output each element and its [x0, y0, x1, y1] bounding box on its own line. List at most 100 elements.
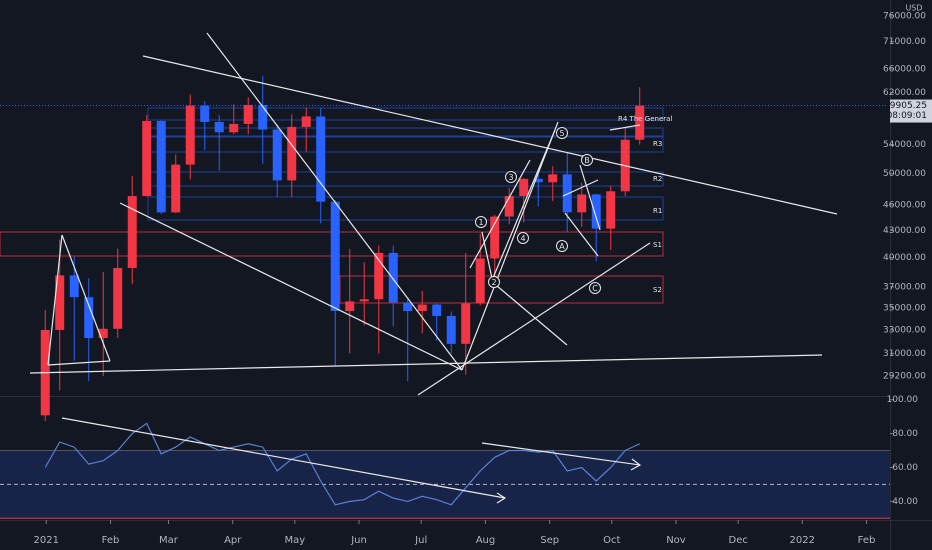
- x-tick-label: May: [284, 535, 305, 546]
- zone-label: R1: [653, 207, 662, 215]
- y-tick-label: 50000.00: [883, 169, 926, 179]
- x-tick-label: Feb: [102, 535, 120, 546]
- y-tick-label: 37000.00: [883, 282, 926, 292]
- candle-body: [475, 258, 485, 304]
- trendline: [469, 159, 531, 269]
- candle-body: [548, 174, 558, 183]
- trendline: [579, 164, 601, 231]
- y-tick-label: 31000.00: [883, 349, 926, 359]
- x-tick-label: Dec: [729, 535, 748, 546]
- candle-body: [432, 304, 442, 316]
- x-tick-label: Mar: [159, 535, 179, 546]
- wave-circle: [589, 282, 601, 294]
- wave-circle: [556, 240, 568, 252]
- wave-label: 1: [478, 218, 483, 227]
- wave-circle: [556, 127, 568, 139]
- candle-body: [98, 328, 108, 338]
- candle-body: [127, 196, 137, 269]
- y-tick-label: 71000.00: [883, 37, 926, 47]
- candle-body: [258, 104, 268, 130]
- arrow-head: [630, 458, 642, 471]
- wave-circle: [488, 276, 500, 288]
- candle-body: [301, 116, 311, 127]
- candle-body: [577, 194, 587, 213]
- candle-body: [403, 302, 413, 312]
- zone-label: R4 The General: [618, 115, 672, 123]
- candle-body: [635, 105, 645, 140]
- x-tick-label: Sep: [540, 535, 559, 546]
- trendline: [489, 129, 556, 286]
- candle-body: [229, 123, 239, 133]
- candle-body: [243, 104, 253, 124]
- zone: [339, 275, 664, 304]
- wave-circle: [505, 171, 517, 183]
- countdown: 08:09:01: [887, 111, 927, 121]
- candle-body: [156, 120, 166, 213]
- y-tick-label: 29200.00: [883, 371, 926, 381]
- y-tick-label: 54000.00: [883, 140, 926, 150]
- y-tick-label: 46000.00: [883, 200, 926, 210]
- x-tick-label: Apr: [224, 535, 242, 546]
- zone-label: R2: [653, 175, 662, 183]
- trendline: [461, 121, 559, 371]
- x-tick-label: 2022: [790, 535, 815, 546]
- trendline: [489, 279, 568, 346]
- trendline: [61, 234, 111, 362]
- wave-label: 4: [520, 234, 525, 243]
- candle-body: [388, 252, 398, 303]
- rsi-y-tick-label: 40.00: [892, 497, 918, 507]
- wave-label: 3: [508, 173, 513, 182]
- y-tick-label: 33000.00: [883, 325, 926, 335]
- rsi-line: [44, 422, 640, 506]
- x-tick-label: Nov: [666, 535, 686, 546]
- candle-body: [359, 299, 369, 302]
- zone: [147, 107, 664, 121]
- trendline: [206, 32, 463, 371]
- candle-body: [591, 194, 601, 229]
- trendline: [61, 417, 506, 499]
- wave-circle: [475, 216, 487, 228]
- rsi-y-tick-label: 100.00: [887, 395, 919, 405]
- x-tick-label: Jun: [350, 535, 367, 546]
- candle-body: [504, 196, 514, 217]
- candle-body: [214, 121, 224, 133]
- y-tick-label: 40000.00: [883, 253, 926, 263]
- candle-body: [316, 116, 326, 202]
- trendline: [142, 55, 838, 215]
- candle-body: [287, 126, 297, 181]
- trendline: [417, 242, 651, 396]
- wave-label: 5: [559, 129, 564, 138]
- x-tick-label: Feb: [858, 535, 876, 546]
- arrow-head: [496, 492, 507, 504]
- candle-body: [374, 252, 384, 300]
- rsi-y-tick-label: 80.00: [892, 429, 918, 439]
- zone: [147, 196, 664, 221]
- trendline: [119, 202, 463, 371]
- last-price-box: [890, 99, 932, 123]
- candle-body: [171, 164, 181, 213]
- trendline: [562, 179, 599, 197]
- candle-body: [330, 201, 340, 312]
- y-tick-label: 76000.00: [883, 11, 926, 21]
- wave-circle: [517, 232, 529, 244]
- currency: USD: [905, 4, 922, 13]
- wave-label: A: [559, 242, 565, 251]
- candle-body: [606, 191, 616, 229]
- trendline: [481, 231, 494, 284]
- zone-label: S1: [653, 241, 662, 249]
- zone-label: S2: [653, 286, 662, 294]
- trendline: [609, 124, 641, 131]
- wave-label: C: [592, 284, 598, 293]
- trendline: [47, 234, 63, 366]
- candle-body: [55, 275, 65, 330]
- y-tick-label: 66000.00: [883, 65, 926, 75]
- candle-body: [69, 275, 79, 298]
- candle-body: [461, 303, 471, 344]
- trendline: [564, 212, 599, 257]
- x-tick-label: Aug: [476, 535, 496, 546]
- trendline: [481, 442, 641, 466]
- candle-body: [272, 129, 282, 181]
- x-tick-label: Jul: [414, 535, 427, 546]
- wave-label: B: [584, 156, 590, 165]
